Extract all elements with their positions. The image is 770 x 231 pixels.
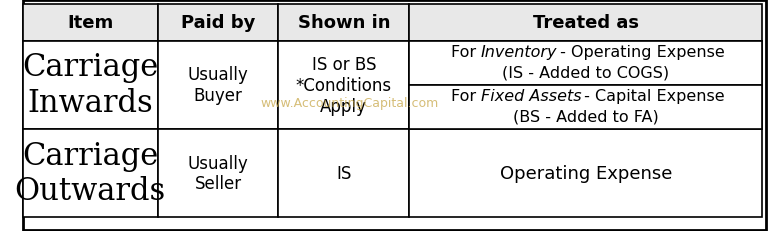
FancyBboxPatch shape: [410, 85, 762, 129]
Text: Carriage
Outwards: Carriage Outwards: [15, 140, 166, 207]
Text: For: For: [451, 88, 481, 103]
FancyBboxPatch shape: [22, 1, 766, 230]
FancyBboxPatch shape: [158, 129, 278, 217]
Text: Carriage
Inwards: Carriage Inwards: [22, 52, 159, 119]
Text: Usually
Buyer: Usually Buyer: [188, 66, 249, 105]
Text: Shown in: Shown in: [297, 14, 390, 32]
Text: Fixed Assets: Fixed Assets: [480, 88, 581, 103]
Text: For: For: [451, 45, 481, 59]
Text: Item: Item: [67, 14, 113, 32]
Text: - Operating Expense: - Operating Expense: [555, 45, 725, 59]
FancyBboxPatch shape: [410, 42, 762, 85]
Text: Operating Expense: Operating Expense: [500, 164, 672, 182]
Text: IS: IS: [336, 164, 351, 182]
Text: (IS - Added to COGS): (IS - Added to COGS): [503, 65, 670, 80]
FancyBboxPatch shape: [158, 42, 278, 129]
FancyBboxPatch shape: [22, 5, 158, 42]
Text: (BS - Added to FA): (BS - Added to FA): [513, 109, 659, 124]
FancyBboxPatch shape: [278, 129, 410, 217]
FancyBboxPatch shape: [22, 42, 158, 129]
FancyBboxPatch shape: [410, 5, 762, 42]
FancyBboxPatch shape: [158, 5, 278, 42]
FancyBboxPatch shape: [22, 129, 158, 217]
Text: Usually
Seller: Usually Seller: [188, 154, 249, 193]
Text: Inventory: Inventory: [480, 45, 557, 59]
Text: www.AccountingCapital.com: www.AccountingCapital.com: [260, 96, 439, 109]
FancyBboxPatch shape: [410, 42, 762, 129]
Text: IS or BS
*Conditions
Apply: IS or BS *Conditions Apply: [296, 56, 392, 115]
Text: - Capital Expense: - Capital Expense: [579, 88, 725, 103]
Text: Treated as: Treated as: [533, 14, 639, 32]
FancyBboxPatch shape: [278, 5, 410, 42]
Text: Paid by: Paid by: [181, 14, 255, 32]
FancyBboxPatch shape: [410, 129, 762, 217]
FancyBboxPatch shape: [278, 42, 410, 129]
